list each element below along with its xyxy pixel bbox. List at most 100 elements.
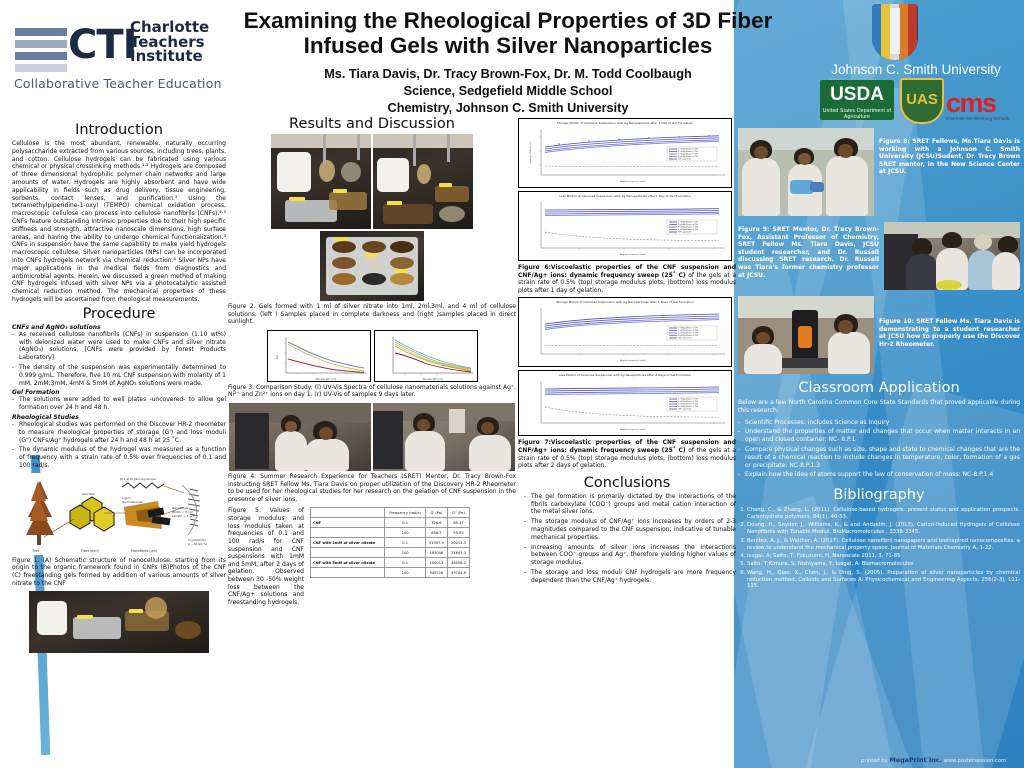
bibliography-list: Chang, C., & Zhang, L. (2011). Cellulose… xyxy=(738,507,1020,590)
cms-logo: cms Charlotte-Mecklenburg Schools xyxy=(946,88,1010,121)
figure-7-chart-storage-title: Storage Moduli of Cellulose Suspension w… xyxy=(556,300,694,305)
list-item: Wang, H., Qiao, X., Chen, J., & Ding, S.… xyxy=(747,570,1020,591)
svg-text:4 mM Ag Nitrate in CNF: 4 mM Ag Nitrate in CNF xyxy=(678,155,698,158)
svg-text:Angular frequency (rad/s): Angular frequency (rad/s) xyxy=(620,428,646,431)
procedure-list-rheology: Rheological studies was performed on the… xyxy=(12,421,226,470)
list-item: Scientific Processes: includes Science a… xyxy=(738,419,1020,427)
figure-1-photo-gels xyxy=(29,591,209,654)
page-title: Examining the Rheological Properties of … xyxy=(243,8,773,59)
svg-text:Abs: Abs xyxy=(276,354,279,359)
cti-logo-bars xyxy=(15,28,67,72)
figure-8-caption-text: Figure 8: SRET Fellows, Ms.Tiara Davis i… xyxy=(879,138,1020,176)
affiliation-2: Chemistry, Johnson C. Smith University xyxy=(387,100,629,115)
list-item: Isogai, A; Saito, T; Fukuzumi, H. Nanosc… xyxy=(747,553,1020,560)
figure-2-photo-dark xyxy=(271,134,371,229)
svg-text:3 mM Ag Nitrate in CNF: 3 mM Ag Nitrate in CNF xyxy=(678,153,698,156)
cell-gprime: 856.7 xyxy=(424,527,448,539)
svg-text:4 mM Ag Nitrate in CNF: 4 mM Ag Nitrate in CNF xyxy=(678,406,698,409)
cell-frequency: 0.1 xyxy=(384,557,426,569)
list-item: The solutions were added to well plates … xyxy=(12,396,226,412)
table-col-frequency: Frequency (rad/s) xyxy=(384,507,426,519)
jcsu-name: Johnson C. Smith University xyxy=(831,62,1001,77)
figure-6-caption: Figure 6:Viscoelastic properties of the … xyxy=(518,264,736,294)
procedure-subheading-rheology: Rheological Studies xyxy=(12,413,79,421)
svg-text:2 mM Ag Nitrate in CNF: 2 mM Ag Nitrate in CNF xyxy=(678,401,698,404)
cell-gdoubleprime: 36556.2 xyxy=(446,557,471,569)
figure-2-photo-wellplate xyxy=(320,231,424,301)
row-label xyxy=(309,567,386,579)
figure-3-chart-row: Wavelength (nm) Abs xyxy=(228,329,516,382)
svg-text:Angular frequency (rad/s): Angular frequency (rad/s) xyxy=(620,359,646,362)
list-item: The storage modulus of CNF/Ag⁺ ions incr… xyxy=(524,518,736,541)
figure-6-chart-storage-title: Storage Moduli of Cellulose Suspension w… xyxy=(556,121,694,125)
svg-text:Wavelength (nm): Wavelength (nm) xyxy=(315,378,336,381)
table-row: CNF with 5mM of silver nitrate 0.1 10001… xyxy=(309,557,471,569)
figure-10-caption: Figure 10: SRET Fellow Ms. Tiara Davis i… xyxy=(879,318,1020,348)
svg-text:Lignin: Lignin xyxy=(122,496,131,500)
cti-abbrev: CTI xyxy=(68,22,138,68)
cell-gdoubleprime: 39744.8 xyxy=(446,567,471,579)
jcsu-shield-icon xyxy=(872,4,918,60)
svg-text:3 mM Ag Nitrate in CNF: 3 mM Ag Nitrate in CNF xyxy=(678,403,698,406)
svg-text:3 mM Ag Nitrate in CNF: 3 mM Ag Nitrate in CNF xyxy=(678,332,698,335)
svg-text:Width > 5 nm: Width > 5 nm xyxy=(172,510,193,514)
sponsor-logos: Johnson C. Smith University USDA United … xyxy=(816,2,1016,130)
table-col-gdoubleprime: G'' (Pa) xyxy=(446,507,471,519)
figure-1-caption: Figure 1. (A) Schematic structure of nan… xyxy=(12,557,226,587)
figure-10-photo xyxy=(738,296,874,374)
figure-2-caption: Figure 2. Gels formed with 1 ml of silve… xyxy=(228,303,516,326)
list-item: As received cellulose nanofibrils (CNFs)… xyxy=(12,331,226,362)
svg-text:(I ~40-90 %): (I ~40-90 %) xyxy=(188,542,207,546)
print-credit: printed by MegaPrint Inc. www.postersess… xyxy=(861,756,1006,764)
cell-gprime: 100013 xyxy=(424,557,448,569)
list-item: Saito, T;Kimura, S; Nishiyama, Y; Isogai… xyxy=(747,561,1020,568)
table-row: 100 549716 39744.8 xyxy=(309,567,471,579)
figure-7-caption-rest: of the gels at a strain rate of 0.5% (to… xyxy=(518,447,737,470)
results-table: Frequency (rad/s) G' (Pa) G'' (Pa) CNF 0… xyxy=(309,507,471,579)
procedure-list-gel: The solutions were added to well plates … xyxy=(12,396,226,412)
column-outreach: Figure 8: SRET Fellows, Ms.Tiara Davis i… xyxy=(738,128,1020,592)
svg-text:Hemicellulose: Hemicellulose xyxy=(122,500,143,504)
list-item: Benitez, A. J., & Walther, A. (2017). Ce… xyxy=(747,538,1020,552)
svg-text:Microfibrils (μm): Microfibrils (μm) xyxy=(131,549,157,553)
svg-text:Storage Modulus (Pa): Storage Modulus (Pa) xyxy=(529,141,532,163)
svg-text:Crystallinity: Crystallinity xyxy=(188,538,206,542)
list-item: Chang, C., & Zhang, L. (2011). Cellulose… xyxy=(747,507,1020,521)
figure-2-photo-sunlight xyxy=(373,134,473,229)
cell-frequency: 0.1 xyxy=(384,537,426,549)
figure-4-photo-left xyxy=(229,403,371,472)
figure-9-photo xyxy=(884,222,1020,290)
print-credit-url[interactable]: www.postersession.com xyxy=(943,758,1006,764)
section-heading-procedure: Procedure xyxy=(82,305,156,322)
figure-3-chart-right: Wavelength (nm) xyxy=(373,329,478,382)
svg-text:2 mM Ag Nitrate in CNF: 2 mM Ag Nitrate in CNF xyxy=(678,150,698,153)
svg-text:4 mM Ag Nitrate in CNF: 4 mM Ag Nitrate in CNF xyxy=(678,335,698,338)
figure-10-block: Figure 10: SRET Fellow Ms. Tiara Davis i… xyxy=(738,296,1020,374)
section-heading-bibliography: Bibliography xyxy=(833,487,925,504)
conclusions-list: The gel formation is primarily dictated … xyxy=(518,493,736,585)
svg-text:Nanofibrils: Nanofibrils xyxy=(172,506,189,510)
cti-wordmark: Charlotte Teachers Institute xyxy=(130,20,209,64)
cell-gdoubleprime: 21647.3 xyxy=(446,547,471,559)
cti-logo: CTI Charlotte Teachers Institute Collabo… xyxy=(12,18,242,114)
procedure-subheading-gel: Gel Formation xyxy=(12,389,60,397)
figure-7-caption-bold: Figure 7:Viscoelastic properties of the … xyxy=(518,439,736,455)
procedure-subheading-solutions: CNFs and AgNO₃ solutions xyxy=(12,323,101,331)
figure-4-photo-right xyxy=(373,403,515,472)
figure-7-chart-loss-title: Loss Moduli of Cellulose Suspension with… xyxy=(558,373,692,378)
cell-frequency: 0.1 xyxy=(384,517,426,529)
svg-text:CNF suspension: CNF suspension xyxy=(678,338,691,340)
figure-6-caption-bold: Figure 6:Viscoelastic properties of the … xyxy=(518,264,736,279)
figure-9-block: Figure 9: SRET Mentor, Dr. Tracy Brown-F… xyxy=(738,222,1020,290)
row-label xyxy=(309,527,386,539)
section-heading-results: Results and Discussion xyxy=(289,116,455,132)
figure-5-caption: Figure 5. Values of storage modulus and … xyxy=(228,507,304,606)
list-item: The density of the suspension was experi… xyxy=(12,364,226,387)
table-row: 100 856.7 55.95 xyxy=(309,527,471,539)
cti-line-teachers: Teachers xyxy=(130,32,205,51)
section-heading-introduction: Introduction xyxy=(75,122,163,138)
figure-1-image: Tree Fiber (mm) Microfibrils (μm) β(1-4)… xyxy=(12,472,226,555)
svg-text:1 mM Ag Nitrate in CNF: 1 mM Ag Nitrate in CNF xyxy=(678,327,698,330)
figure-8-photo xyxy=(738,128,874,216)
svg-text:4 mM Ag Nitrate in CNF: 4 mM Ag Nitrate in CNF xyxy=(678,228,698,231)
